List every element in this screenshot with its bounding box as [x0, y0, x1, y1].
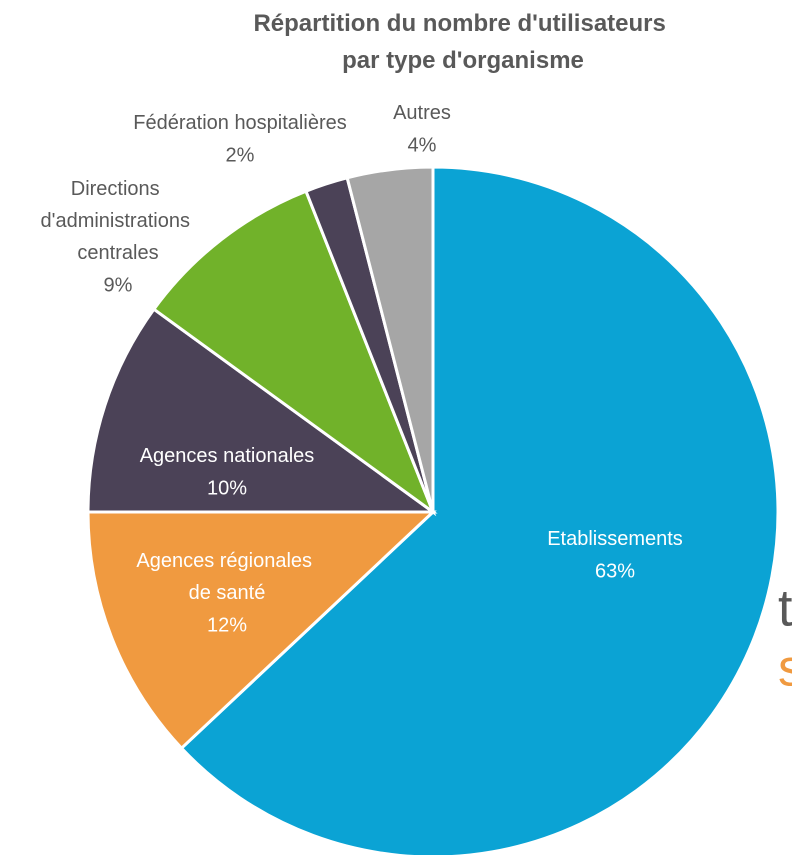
slice-value-label: 4% — [408, 134, 437, 156]
slice-label: Agences nationales — [140, 445, 315, 467]
pie-slice — [151, 189, 437, 517]
slice-label: Autres — [393, 102, 451, 124]
pie-slice — [179, 165, 780, 855]
slice-label: Etablissements — [547, 528, 683, 550]
pie-slice — [86, 307, 438, 514]
slice-label: Agences régionales de santé — [136, 550, 317, 604]
pie-slice — [86, 510, 437, 751]
background-text: t — [778, 580, 792, 638]
pie-slice — [345, 165, 435, 513]
slice-value-label: 2% — [226, 144, 255, 166]
background-text: s — [778, 640, 792, 698]
slice-value-label: 10% — [207, 477, 247, 499]
slice-value-label: 12% — [207, 614, 247, 636]
slice-label: Fédération hospitalières — [133, 112, 346, 134]
slice-value-label: 9% — [104, 274, 133, 296]
slice-label: Directions d'administrations centrales — [41, 178, 196, 264]
chart-title: Répartition du nombre d'utilisateurs par… — [253, 10, 672, 74]
slice-value-label: 63% — [595, 560, 635, 582]
